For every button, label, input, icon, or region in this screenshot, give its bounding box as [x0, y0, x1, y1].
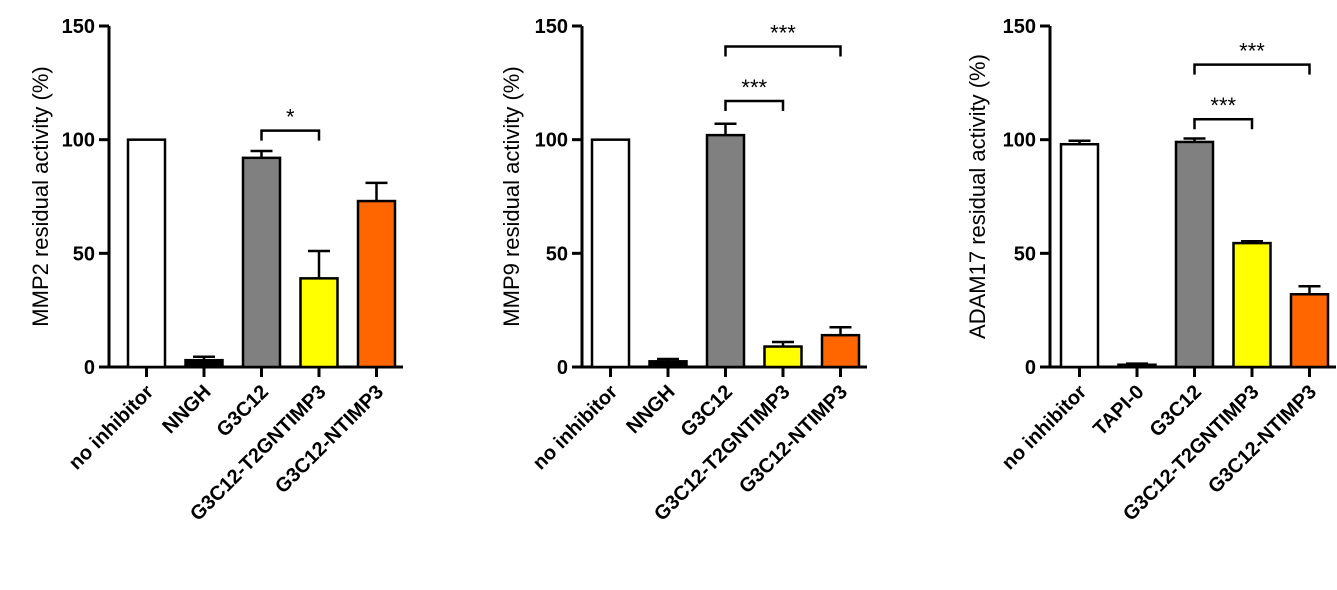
y-tick-label: 150 [62, 16, 95, 38]
bar [241, 156, 282, 369]
significance-bracket [724, 99, 785, 112]
significance-label: *** [1210, 93, 1236, 118]
bar [1174, 140, 1215, 369]
x-tick-label: NNGH [158, 381, 215, 438]
x-tick-label: TAPI-0 [1089, 381, 1148, 440]
bar [1117, 363, 1157, 369]
y-axis-label: ADAM17 residual activity (%) [965, 54, 990, 339]
y-tick-label: 50 [546, 243, 568, 265]
bar [763, 345, 803, 369]
bar [820, 333, 861, 369]
significance-bracket [1193, 117, 1254, 130]
significance-label: *** [1239, 39, 1265, 64]
x-tick-label: no inhibitor [65, 381, 158, 474]
chart-panel-2: 0 50 100 150 MMP9 residual activity (%) no in… [499, 16, 867, 525]
x-tick-label: no inhibitor [998, 381, 1091, 474]
y-tick-label: 150 [1003, 16, 1036, 38]
bar [1059, 142, 1100, 369]
y-tick-label: 0 [1025, 357, 1036, 379]
bar [648, 360, 688, 369]
x-tick-label: G3C12-NTIMP3 [271, 381, 388, 498]
y-tick-label: 150 [535, 16, 568, 38]
bar [299, 277, 339, 369]
x-tick-label: G3C12-NTIMP3 [1204, 381, 1321, 498]
chart-panel-1: 0 50 100 150 MMP2 residual activity (%) no in… [28, 16, 403, 525]
bar [126, 138, 167, 369]
y-tick-label: 100 [62, 130, 95, 152]
bar [1289, 293, 1330, 369]
significance-label: *** [770, 20, 796, 45]
y-tick-label: 50 [1014, 243, 1036, 265]
x-tick-label: no inhibitor [529, 381, 622, 474]
significance-label: * [286, 105, 295, 130]
significance-label: *** [741, 75, 767, 100]
bar [590, 138, 631, 369]
bar [705, 133, 746, 369]
chart-panel-3: 0 50 100 150 ADAM17 residual activity (%) no … [965, 16, 1336, 525]
x-tick-label: G3C12-NTIMP3 [735, 381, 852, 498]
y-axis-label: MMP2 residual activity (%) [28, 66, 53, 326]
y-tick-label: 100 [1003, 130, 1036, 152]
y-tick-label: 50 [73, 243, 95, 265]
y-tick-label: 0 [84, 357, 95, 379]
bar [1232, 241, 1272, 369]
y-axis-label: MMP9 residual activity (%) [499, 66, 524, 326]
bar [356, 199, 397, 369]
significance-bracket [1193, 63, 1311, 75]
bar [184, 358, 224, 369]
significance-bracket [724, 45, 842, 57]
significance-bracket [260, 129, 321, 141]
x-tick-label: NNGH [622, 381, 679, 438]
y-tick-label: 0 [557, 357, 568, 379]
y-tick-label: 100 [535, 130, 568, 152]
